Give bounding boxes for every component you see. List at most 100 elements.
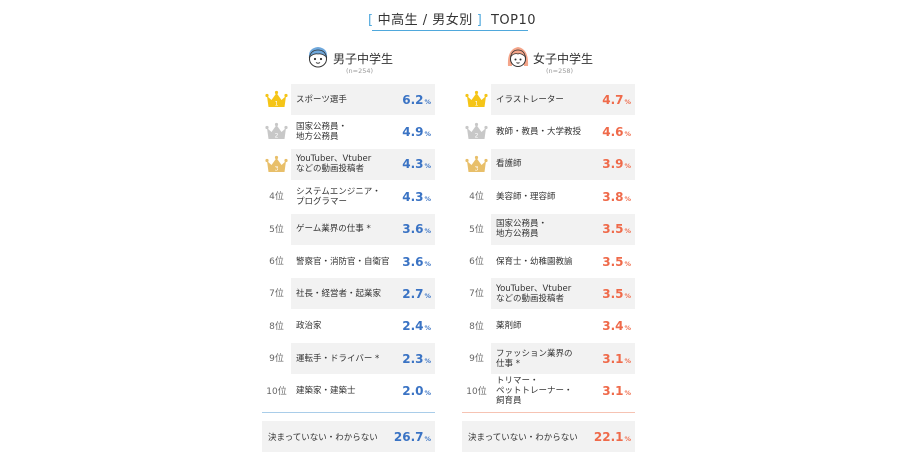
row-cell: 国家公務員・ 地方公務員 4.9% xyxy=(291,116,435,147)
job-label: 保育士・幼稚園教諭 xyxy=(496,256,573,267)
table-row: 4位 美容師・理容師 3.8% xyxy=(462,181,637,213)
table-row: 10位 トリマー・ ペットトレーナー・ 飼育員 3.1% xyxy=(462,376,637,408)
row-cell: YouTuber、Vtuber などの動画投稿者 3.5% xyxy=(491,278,635,310)
percent-value: 2.7% xyxy=(402,278,431,309)
percent-unit: % xyxy=(624,194,631,203)
crown-rank-number: 3 xyxy=(275,165,279,172)
percent-unit: % xyxy=(424,162,431,171)
table-row: 2 教師・教員・大学教授 4.6% xyxy=(462,116,637,148)
percent-value: 4.3% xyxy=(402,181,431,212)
row-cell: 美容師・理容師 3.8% xyxy=(491,181,635,212)
percent-unit: % xyxy=(624,129,631,138)
percent-unit: % xyxy=(424,97,431,106)
row-cell: 運転手・ドライバー * 2.3% xyxy=(291,343,435,375)
value-number: 2.4 xyxy=(402,319,424,334)
percent-unit: % xyxy=(624,227,631,236)
value-number: 4.7 xyxy=(602,92,624,107)
percent-value: 3.8% xyxy=(602,181,631,212)
girl-face-icon xyxy=(507,47,529,67)
value-number: 3.1 xyxy=(602,384,624,399)
boys-separator xyxy=(262,412,435,413)
value-number: 3.5 xyxy=(602,254,624,269)
rank-badge: 1 xyxy=(262,84,291,116)
silver-crown-icon: 2 xyxy=(265,123,288,140)
silver-crown-icon: 2 xyxy=(465,123,488,140)
row-cell: 薬剤師 3.4% xyxy=(491,311,635,342)
percent-unit: % xyxy=(424,227,431,236)
percent-unit: % xyxy=(624,291,631,300)
value-number: 3.5 xyxy=(602,222,624,237)
job-label: ファッション業界の 仕事 * xyxy=(496,348,573,369)
title-open-bracket: [ xyxy=(367,13,374,28)
crown-rank-number: 3 xyxy=(475,165,479,172)
table-row: 8位 薬剤師 3.4% xyxy=(462,311,637,343)
value-number: 3.5 xyxy=(602,286,624,301)
job-label: 薬剤師 xyxy=(496,321,522,332)
rank-label: 5位 xyxy=(469,224,484,235)
row-cell: ファッション業界の 仕事 * 3.1% xyxy=(491,343,635,375)
percent-value: 3.6% xyxy=(402,214,431,245)
row-cell: 政治家 2.4% xyxy=(291,311,435,342)
table-row: 10位 建築家・建築士 2.0% xyxy=(262,376,437,408)
girls-separator xyxy=(462,412,635,413)
percent-value: 2.3% xyxy=(402,343,431,374)
job-label: 運転手・ドライバー * xyxy=(296,353,380,364)
job-label: スポーツ選手 xyxy=(296,94,347,105)
gold-crown-icon: 1 xyxy=(265,90,288,108)
value-number: 2.3 xyxy=(402,351,424,366)
gold-crown-icon: 1 xyxy=(465,90,488,108)
girls-header: 女子中学生 (n=258) xyxy=(462,44,637,84)
row-cell: 保育士・幼稚園教諭 3.5% xyxy=(491,246,635,277)
boy-face-icon xyxy=(308,47,328,68)
table-row: 9位 ファッション業界の 仕事 * 3.1% xyxy=(462,343,637,375)
row-cell: 警察官・消防官・自衛官 3.6% xyxy=(291,246,435,277)
table-row: 1 スポーツ選手 6.2% xyxy=(262,84,437,116)
job-label: 政治家 xyxy=(296,321,322,332)
rank-label: 5位 xyxy=(269,224,284,235)
table-row: 6位 警察官・消防官・自衛官 3.6% xyxy=(262,246,437,278)
title-close-bracket: ] xyxy=(476,13,483,28)
percent-value: 2.4% xyxy=(402,311,431,342)
undecided-label: 決まっていない・わからない xyxy=(468,432,578,443)
table-row: 5位 国家公務員・ 地方公務員 3.5% xyxy=(462,213,637,246)
percent-value: 3.9% xyxy=(602,149,631,180)
table-row: 2 国家公務員・ 地方公務員 4.9% xyxy=(262,116,437,148)
row-cell: スポーツ選手 6.2% xyxy=(291,84,435,115)
table-row: 6位 保育士・幼稚園教諭 3.5% xyxy=(462,246,637,278)
value-number: 3.1 xyxy=(602,351,624,366)
value-number: 3.8 xyxy=(602,189,624,204)
percent-value: 6.2% xyxy=(402,84,431,115)
job-label: 美容師・理容師 xyxy=(496,191,556,202)
percent-unit: % xyxy=(424,259,431,268)
percent-unit: % xyxy=(624,389,631,398)
percent-value: 3.5% xyxy=(602,278,631,309)
rank-label: 9位 xyxy=(469,354,484,365)
row-cell: 国家公務員・ 地方公務員 3.5% xyxy=(491,213,635,245)
rank-label: 4位 xyxy=(269,192,284,203)
percent-value: 3.1% xyxy=(602,376,631,407)
value-number: 2.0 xyxy=(402,384,424,399)
bronze-crown-icon: 3 xyxy=(465,155,488,172)
percent-unit: % xyxy=(624,356,631,365)
job-label: 国家公務員・ 地方公務員 xyxy=(296,121,348,142)
row-cell: 教師・教員・大学教授 4.6% xyxy=(491,116,635,147)
undecided-value: 22.1% xyxy=(593,429,631,444)
value-number: 3.6 xyxy=(402,254,424,269)
job-label: システムエンジニア・ プログラマー xyxy=(296,186,381,207)
row-cell: ゲーム業界の仕事 * 3.6% xyxy=(291,213,435,245)
rank-label: 8位 xyxy=(469,321,484,332)
rank-badge: 2 xyxy=(262,116,291,148)
job-label: ゲーム業界の仕事 * xyxy=(296,224,371,235)
value-number: 4.6 xyxy=(602,124,624,139)
job-label: YouTuber、Vtuber などの動画投稿者 xyxy=(496,283,572,304)
rank-label: 7位 xyxy=(469,289,484,300)
undecided-label: 決まっていない・わからない xyxy=(268,432,378,443)
percent-unit: % xyxy=(424,291,431,300)
rank-label: 7位 xyxy=(269,289,284,300)
rank-badge: 3 xyxy=(262,149,291,181)
job-label: 建築家・建築士 xyxy=(296,386,356,397)
crown-rank-number: 1 xyxy=(475,101,479,108)
job-label: 社長・経営者・起業家 xyxy=(296,288,382,299)
percent-unit: % xyxy=(424,129,431,138)
job-label: トリマー・ ペットトレーナー・ 飼育員 xyxy=(496,376,573,407)
